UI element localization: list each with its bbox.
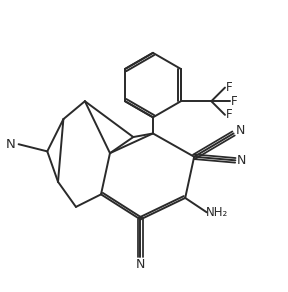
Text: F: F <box>231 95 238 108</box>
Text: NH₂: NH₂ <box>206 206 229 220</box>
Text: N: N <box>237 154 247 167</box>
Text: N: N <box>6 138 16 151</box>
Text: N: N <box>136 258 145 271</box>
Text: F: F <box>226 81 233 94</box>
Text: N: N <box>235 124 245 137</box>
Text: F: F <box>226 108 233 121</box>
